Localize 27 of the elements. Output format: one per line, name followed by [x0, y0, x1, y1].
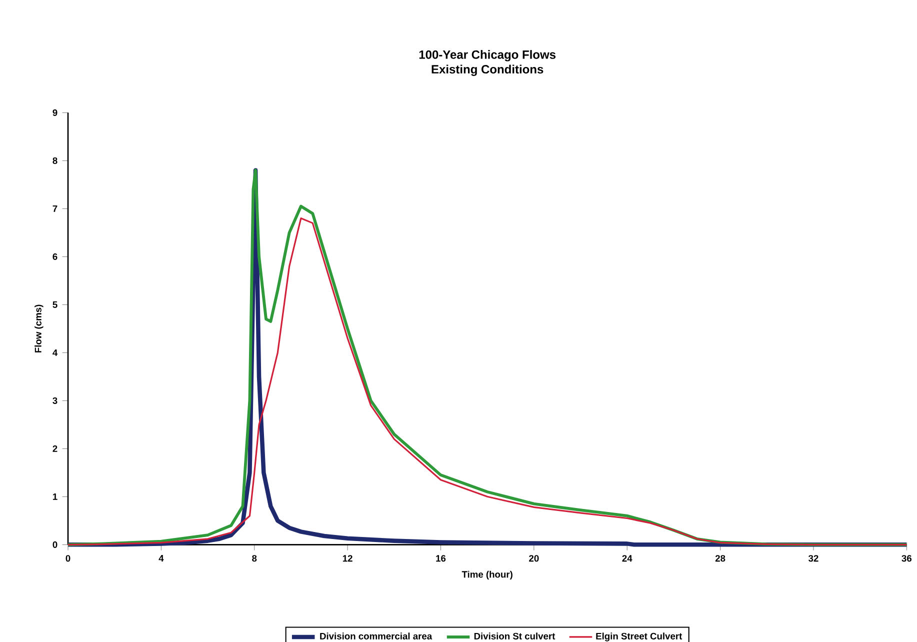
x-tick-label: 32	[808, 555, 818, 562]
x-tick-label: 20	[529, 555, 539, 562]
x-tick-label: 16	[436, 555, 446, 562]
y-tick-label: 7	[52, 205, 58, 212]
y-tick-label: 3	[52, 397, 58, 404]
y-tick-label: 4	[52, 349, 58, 356]
y-tick-label: 9	[52, 109, 58, 116]
x-tick-label: 8	[252, 555, 257, 562]
y-axis-title: Flow (cms)	[34, 304, 44, 352]
y-tick-label: 2	[52, 445, 58, 452]
chart-subtitle: Existing Conditions	[432, 64, 544, 76]
x-axis-title: Time (hour)	[462, 570, 512, 580]
x-tick-label: 24	[622, 555, 632, 562]
x-tick-label: 12	[342, 555, 352, 562]
y-tick-label: 5	[52, 301, 58, 308]
y-tick-label: 8	[52, 157, 58, 164]
y-tick-label: 1	[53, 493, 58, 500]
x-tick-label: 4	[158, 555, 164, 562]
y-tick-label: 0	[52, 541, 58, 548]
chart-title: 100-Year Chicago Flows	[419, 50, 556, 62]
legend-label: Division St culvert	[474, 632, 556, 640]
legend-label: Elgin Street Culvert	[596, 632, 682, 642]
y-tick-label: 6	[52, 253, 58, 260]
legend-label: Division commercial area	[320, 632, 432, 640]
x-tick-label: 36	[902, 555, 912, 562]
x-tick-label: 28	[715, 555, 726, 562]
x-tick-label: 0	[66, 555, 70, 562]
